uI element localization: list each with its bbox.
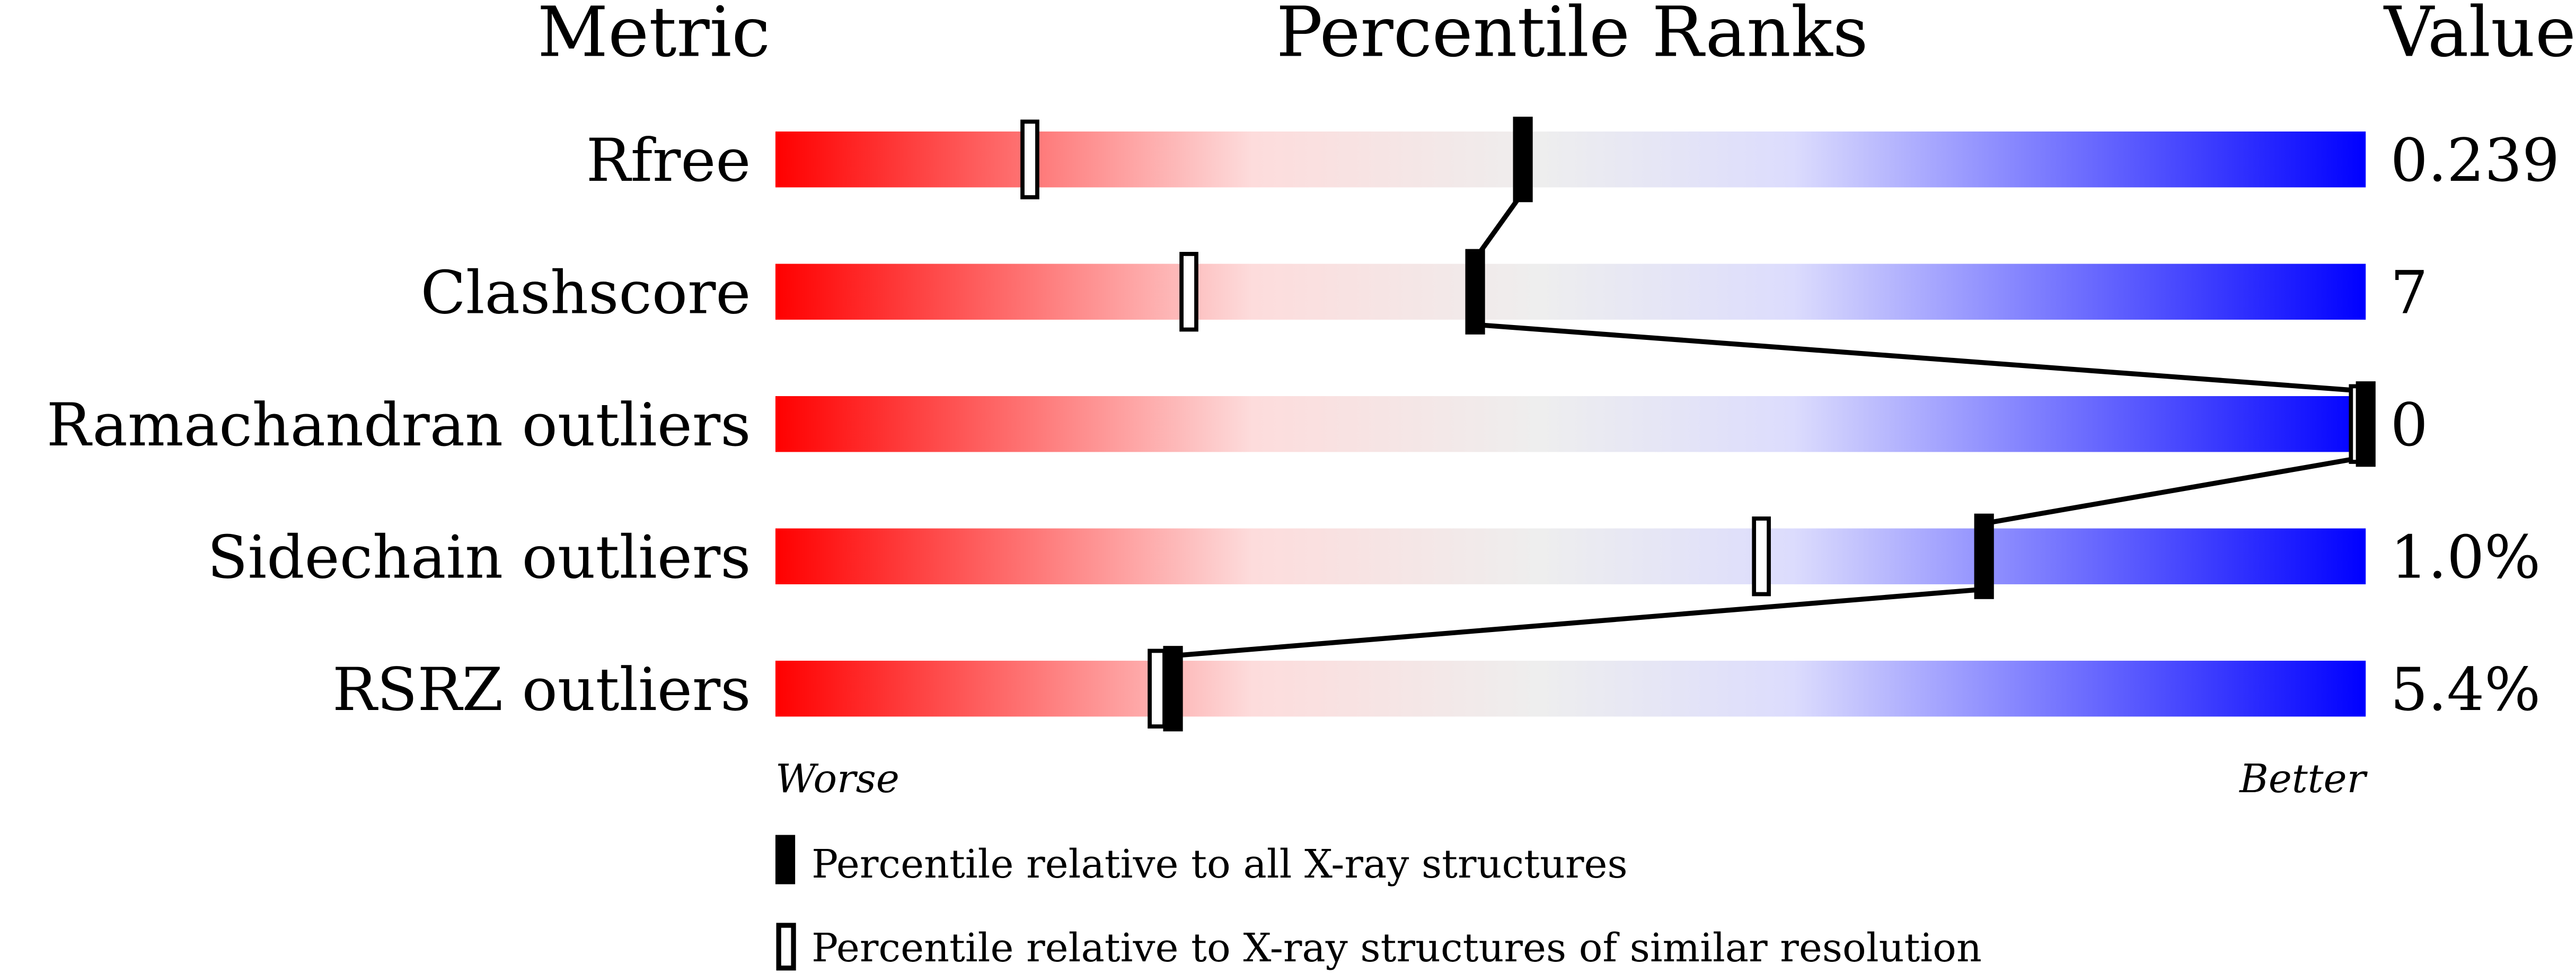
similar-resolution-marker (1179, 252, 1198, 332)
metric-label: Ramachandran outliers (47, 391, 751, 460)
legend-open-label: Percentile relative to X-ray structures … (811, 925, 1982, 971)
similar-resolution-marker (1020, 119, 1039, 199)
legend-filled-marker (775, 835, 796, 884)
percentile-bar (775, 396, 2366, 452)
similar-resolution-marker (1148, 648, 1167, 729)
rank-connector-line (1172, 586, 1984, 659)
axis-better-label: Better (2238, 756, 2368, 802)
similar-resolution-marker (1752, 516, 1771, 597)
metric-label: Sidechain outliers (207, 523, 751, 592)
all-structures-marker (1974, 513, 1994, 599)
all-structures-marker (1513, 117, 1533, 203)
metric-label: RSRZ outliers (332, 655, 751, 724)
metric-row: Rfree 0.239 (586, 126, 2560, 195)
all-structures-marker (2356, 381, 2376, 467)
axis-worse-label: Worse (775, 756, 899, 802)
rank-connector-line (1475, 322, 2366, 394)
percentile-bar (775, 528, 2366, 584)
header-value: Value (2383, 0, 2576, 72)
metric-label: Rfree (586, 126, 751, 195)
metric-value: 1.0% (2390, 523, 2540, 592)
metric-value: 5.4% (2390, 655, 2540, 724)
rank-connector-line (1983, 454, 2367, 526)
header-percentile-ranks: Percentile Ranks (1276, 0, 1868, 72)
rank-connector-line (1473, 190, 1525, 260)
header-metric: Metric (537, 0, 770, 72)
metric-row: Ramachandran outliers 0 (47, 391, 2428, 460)
legend-filled-label: Percentile relative to all X-ray structu… (811, 841, 1628, 887)
metric-value: 7 (2390, 259, 2428, 328)
all-structures-marker (1465, 249, 1485, 335)
legend-open-marker (776, 923, 796, 971)
metric-value: 0 (2390, 391, 2428, 460)
metric-value: 0.239 (2390, 126, 2560, 195)
all-structures-marker (1163, 646, 1183, 732)
percentile-bar (775, 661, 2366, 717)
percentile-bar (775, 264, 2366, 320)
metric-row: Sidechain outliers 1.0% (207, 523, 2540, 592)
metric-row: RSRZ outliers 5.4% (332, 655, 2540, 724)
percentile-bar (775, 132, 2366, 188)
metric-label: Clashscore (420, 259, 751, 328)
metric-row: Clashscore 7 (420, 259, 2428, 328)
